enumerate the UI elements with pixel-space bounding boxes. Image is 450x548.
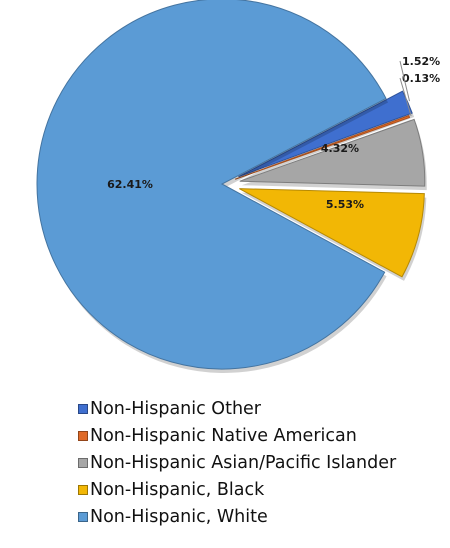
legend-swatch [78, 403, 88, 414]
legend-item: Non-Hispanic Native American [78, 422, 396, 449]
data-label: 0.13% [402, 72, 440, 85]
legend-label: Non-Hispanic, White [90, 506, 268, 527]
pie-slice [239, 188, 425, 278]
pie-slice [238, 90, 413, 178]
pie-slice [239, 118, 426, 187]
legend-item: Non-Hispanic, White [78, 503, 396, 530]
pie-slice [36, 0, 387, 370]
pie-slice [234, 114, 411, 180]
legend-label: Non-Hispanic Other [90, 398, 262, 419]
legend-item: Non-Hispanic Other [78, 395, 396, 422]
data-label: 1.52% [402, 55, 440, 68]
data-label: 4.32% [321, 142, 359, 155]
pie-chart: 1.52% 0.13% 4.32% 5.53% 62.41% [36, 0, 440, 373]
legend-item: Non-Hispanic, Black [78, 476, 396, 503]
legend-swatch [78, 457, 88, 468]
leader-line [399, 60, 410, 102]
leader-line [399, 77, 412, 116]
legend-swatch [78, 511, 88, 522]
legend-swatch [78, 430, 88, 441]
legend-label: Non-Hispanic Asian/Pacific Islander [90, 452, 397, 473]
chart-legend: Non-Hispanic Other Non-Hispanic Native Am… [78, 395, 396, 530]
data-label: 5.53% [326, 198, 364, 211]
legend-label: Non-Hispanic, Black [90, 479, 265, 500]
legend-swatch [78, 484, 88, 495]
legend-item: Non-Hispanic Asian/Pacific Islander [78, 449, 396, 476]
legend-label: Non-Hispanic Native American [90, 425, 357, 446]
data-label: 62.41% [107, 178, 153, 191]
